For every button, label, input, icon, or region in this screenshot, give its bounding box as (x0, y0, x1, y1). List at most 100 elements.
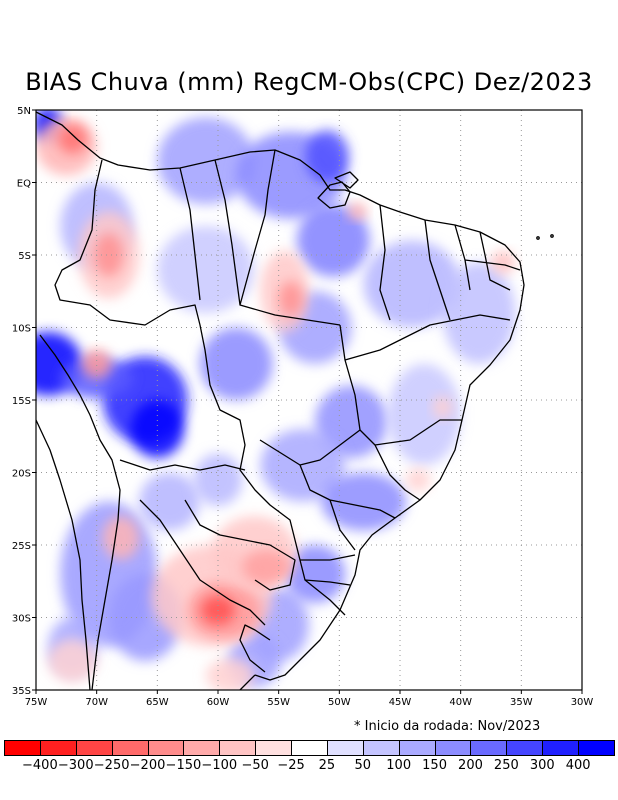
legend-swatch (470, 740, 508, 756)
bias-region-9 (199, 327, 273, 400)
atlantic-islet (536, 236, 540, 240)
bias-region-38 (82, 349, 112, 379)
bias-region-2 (130, 400, 185, 458)
legend-label: −150 (165, 758, 202, 773)
pacific-coast (36, 419, 91, 690)
legend-label: 250 (493, 758, 519, 773)
andes-border (39, 334, 121, 690)
legend-swatch (255, 740, 293, 756)
legend-swatch (291, 740, 328, 756)
bias-region-31 (242, 549, 291, 585)
bias-region-44 (406, 468, 431, 492)
legend-label: 50 (354, 758, 372, 773)
legend-swatch (398, 740, 436, 756)
x-tick-label: 50W (328, 697, 351, 708)
y-tick-label: 30S (12, 614, 31, 625)
bias-region-40 (48, 639, 97, 683)
legend-label: −100 (201, 758, 238, 773)
bias-region-7 (305, 130, 350, 183)
legend-swatch (75, 740, 113, 756)
northeast-states (379, 204, 521, 321)
y-tick-label: 5S (18, 251, 31, 262)
brazil-west-border (54, 159, 346, 616)
legend-label: −250 (93, 758, 130, 773)
legend-label: 150 (422, 758, 447, 773)
x-tick-label: 55W (267, 697, 290, 708)
atlantic-islet (550, 234, 554, 238)
legend-swatch (542, 740, 580, 756)
map-title: BIAS Chuva (mm) RegCM-Obs(CPC) Dez/2023 (25, 68, 593, 96)
country-state-borders (36, 111, 554, 690)
legend-swatch (506, 740, 544, 756)
y-tick-label: 20S (12, 469, 31, 480)
bias-region-42 (491, 250, 516, 274)
y-tick-label: 35S (12, 686, 31, 697)
legend-swatch (111, 740, 149, 756)
bias-region-16 (387, 363, 461, 466)
legend-swatch (219, 740, 257, 756)
x-tick-label: 75W (25, 697, 48, 708)
bias-region-12 (260, 429, 346, 502)
northern-states (179, 149, 341, 326)
y-tick-label: 15S (12, 396, 31, 407)
south-america-coastline (36, 111, 525, 681)
bolivia-paraguay-border (119, 459, 246, 471)
bias-region-35 (57, 124, 87, 154)
legend-swatch (39, 740, 77, 756)
legend-label: 300 (529, 758, 555, 773)
x-tick-label: 45W (389, 697, 412, 708)
southeast-states (299, 419, 462, 551)
central-states (259, 314, 511, 466)
bias-region-15 (442, 262, 516, 364)
legend-label: −25 (277, 758, 305, 773)
legend-label: −400 (22, 758, 58, 773)
amazon-mouth-islands (317, 171, 359, 209)
bias-region-39 (102, 516, 140, 560)
bias-region-41 (205, 658, 255, 690)
y-tick-label: 25S (12, 541, 31, 552)
southern-states (300, 554, 356, 586)
bias-region-45 (432, 395, 453, 419)
y-tick-label: 10S (12, 324, 31, 335)
legend-label: −300 (57, 758, 94, 773)
x-tick-label: 40W (449, 697, 472, 708)
x-tick-label: 70W (85, 697, 108, 708)
legend-swatch (4, 740, 41, 756)
bias-region-18 (157, 226, 255, 313)
x-tick-label: 65W (146, 697, 169, 708)
argentina-uruguay-border (139, 499, 266, 626)
lat-lon-grid (36, 110, 582, 690)
paraguay-border (184, 499, 296, 591)
plata-estuary (239, 624, 271, 673)
bias-region-33 (94, 233, 124, 277)
bias-region-26 (193, 453, 243, 506)
legend-label: 100 (386, 758, 412, 773)
run-start-note: * Inicio da rodada: Nov/2023 (354, 719, 541, 734)
legend-swatch (362, 740, 400, 756)
bias-region-43 (347, 202, 368, 221)
bias-region-14 (363, 240, 461, 328)
legend-label: 400 (565, 758, 591, 773)
x-tick-label: 60W (207, 697, 230, 708)
argentina-coast (239, 674, 256, 690)
x-tick-label: 30W (571, 697, 594, 708)
legend-swatch (434, 740, 472, 756)
legend-swatch (147, 740, 185, 756)
bias-region-25 (139, 472, 200, 531)
x-tick-label: 35W (510, 697, 533, 708)
color-legend: −400 −300 −250 −200 −150 −100 −50 −25 25 50 100 150… (4, 740, 615, 773)
legend-swatch (326, 740, 364, 756)
legend-swatch (578, 740, 615, 756)
legend-label: 200 (458, 758, 483, 773)
bias-region-8 (296, 204, 370, 277)
y-tick-label: EQ (17, 179, 31, 190)
y-tick-label: 5N (17, 106, 31, 117)
axis-ticks: 75W 70W 65W 60W 55W 50W 45W 40W 35W 30W 5N EQ 5S 10S 1… (12, 106, 593, 708)
bias-map: 75W 70W 65W 60W 55W 50W 45W 40W 35W 30W 5N EQ 5S 10S 1… (12, 106, 593, 708)
legend-label: −200 (129, 758, 166, 773)
legend-label: −50 (241, 758, 269, 773)
bias-region-37 (278, 281, 303, 316)
legend-swatch (183, 740, 221, 756)
legend-label: 25 (318, 758, 336, 773)
bias-region-13 (321, 472, 407, 531)
